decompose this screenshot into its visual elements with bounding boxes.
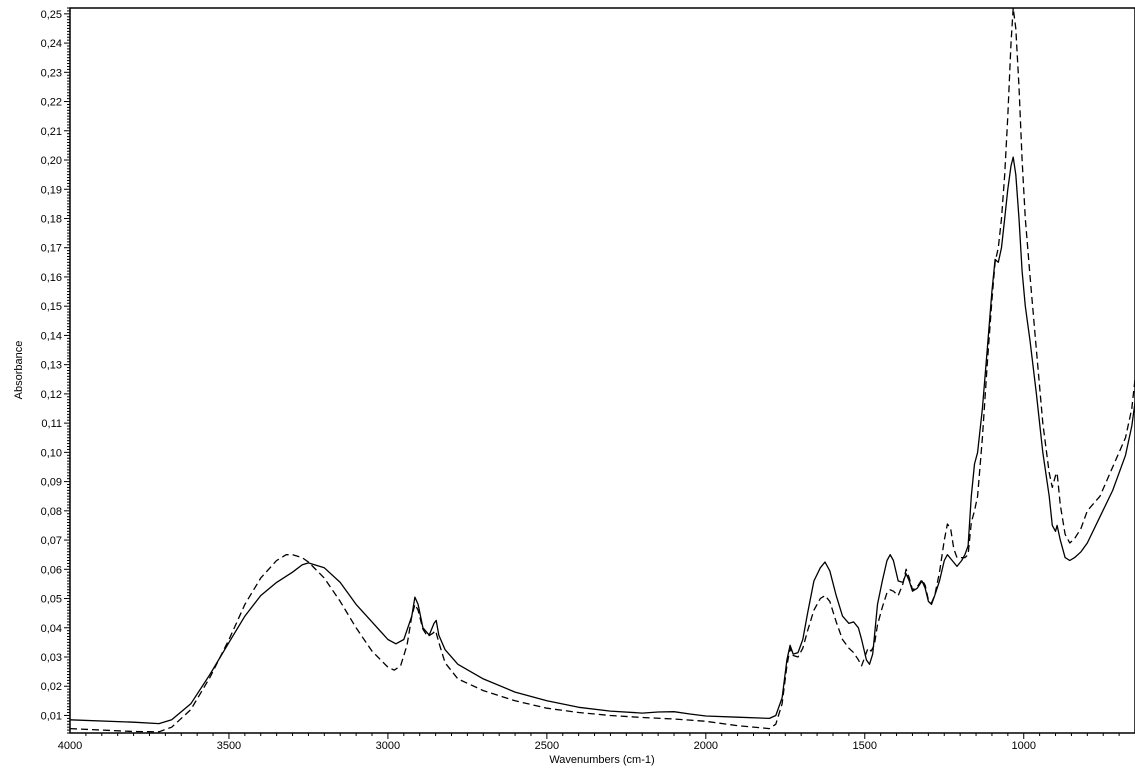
y-tick-label: 0,17 bbox=[41, 243, 62, 255]
y-tick-label: 0,08 bbox=[41, 506, 62, 518]
y-tick-label: 0,22 bbox=[41, 97, 62, 109]
y-tick-label: 0,20 bbox=[41, 155, 62, 167]
y-tick-label: 0,02 bbox=[41, 681, 62, 693]
y-tick-label: 0,03 bbox=[41, 652, 62, 664]
y-tick-label: 0,24 bbox=[41, 38, 62, 50]
plot-frame bbox=[69, 7, 1135, 734]
y-tick-label: 0,09 bbox=[41, 477, 62, 489]
y-tick-label: 0,05 bbox=[41, 594, 62, 606]
y-tick-label: 0,12 bbox=[41, 389, 62, 401]
x-tick-label: 3000 bbox=[376, 740, 400, 752]
y-tick-label: 0,11 bbox=[41, 418, 62, 430]
x-tick-label: 2000 bbox=[694, 740, 718, 752]
y-tick-label: 0,06 bbox=[41, 564, 62, 576]
x-tick-label: 3500 bbox=[217, 740, 241, 752]
y-tick-label: 0,10 bbox=[41, 447, 62, 459]
x-tick-label: 4000 bbox=[58, 740, 82, 752]
x-tick-label: 2500 bbox=[535, 740, 559, 752]
y-tick-label: 0,13 bbox=[41, 360, 62, 372]
y-tick-label: 0,16 bbox=[41, 272, 62, 284]
y-axis-title: Absorbance bbox=[13, 341, 25, 400]
x-axis-title: Wavenumbers (cm-1) bbox=[549, 754, 654, 766]
y-tick-label: 0,23 bbox=[41, 67, 62, 79]
y-tick-label: 0,01 bbox=[41, 710, 62, 722]
y-tick-label: 0,21 bbox=[41, 126, 62, 138]
x-tick-label: 1000 bbox=[1011, 740, 1035, 752]
y-tick-label: 0,14 bbox=[41, 330, 62, 342]
series-layer bbox=[69, 7, 1135, 733]
series-line-dashed bbox=[69, 7, 1135, 733]
series-line-solid bbox=[69, 156, 1135, 725]
y-tick-label: 0,19 bbox=[41, 184, 62, 196]
y-tick-label: 0,04 bbox=[41, 623, 62, 635]
x-tick-label: 1500 bbox=[853, 740, 877, 752]
y-tick-label: 0,07 bbox=[41, 535, 62, 547]
y-tick-label: 0,18 bbox=[41, 213, 62, 225]
y-tick-label: 0,15 bbox=[41, 301, 62, 313]
y-tick-label: 0,25 bbox=[41, 9, 62, 21]
x-axis-ticks: 4000 3500 3000 2500 2000 1500 1000 bbox=[58, 733, 1120, 752]
y-axis-ticks: 0,01 0,02 0,03 0,04 0,05 0,06 0,07 0,08 0,09 0,10… bbox=[41, 7, 70, 734]
